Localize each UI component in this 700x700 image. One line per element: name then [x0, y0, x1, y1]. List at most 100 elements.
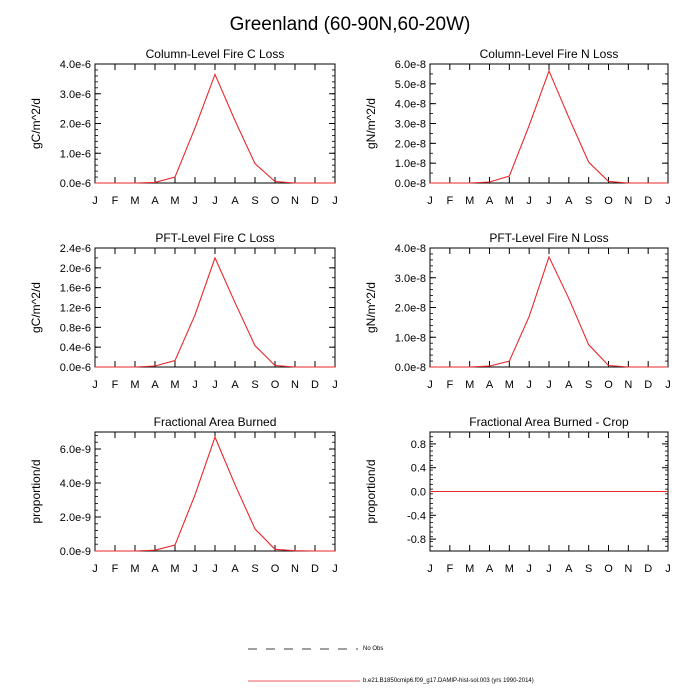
x-tick-label-3-8: S	[585, 379, 592, 391]
x-tick-label-4-1: F	[112, 563, 119, 575]
x-tick-label-3-11: D	[644, 379, 652, 391]
x-tick-label-2-11: D	[311, 379, 319, 391]
series-line-3-0	[430, 255, 668, 368]
x-tick-label-1-5: J	[526, 195, 532, 207]
x-tick-label-2-9: O	[271, 379, 280, 391]
x-tick-label-0-11: D	[311, 195, 319, 207]
x-tick-label-4-5: J	[192, 563, 198, 575]
y-tick-label-1-3: 3.0e-8	[395, 119, 426, 131]
x-tick-label-5-6: J	[546, 563, 552, 575]
y-axis-label-2: gC/m^2/d	[29, 282, 43, 333]
plot-frame-1	[429, 63, 669, 184]
y-tick-label-3-1: 1.0e-8	[395, 332, 426, 344]
x-tick-label-0-3: A	[151, 195, 159, 207]
x-tick-label-5-0: J	[427, 563, 433, 575]
x-tick-label-2-1: F	[112, 379, 119, 391]
y-tick-label-4-2: 4.0e-9	[60, 478, 91, 490]
x-tick-label-0-0: J	[92, 195, 98, 207]
x-tick-label-2-8: S	[251, 379, 258, 391]
y-tick-label-3-3: 3.0e-8	[395, 273, 426, 285]
x-tick-label-1-12: J	[665, 195, 671, 207]
x-tick-label-4-2: M	[130, 563, 139, 575]
x-tick-label-3-3: A	[486, 379, 494, 391]
x-tick-label-1-9: O	[604, 195, 613, 207]
x-tick-label-5-1: F	[446, 563, 453, 575]
x-tick-label-1-6: J	[546, 195, 552, 207]
x-tick-label-4-11: D	[311, 563, 319, 575]
x-tick-label-1-10: N	[624, 195, 632, 207]
y-tick-label-2-0: 0.0e-6	[60, 362, 91, 374]
x-tick-label-4-0: J	[92, 563, 98, 575]
x-tick-label-5-4: M	[505, 563, 514, 575]
x-tick-label-1-1: F	[446, 195, 453, 207]
y-axis-label-1: gN/m^2/d	[364, 98, 378, 149]
y-tick-label-0-0: 0.0e-6	[60, 178, 91, 190]
series-line-0-0	[95, 72, 335, 184]
y-tick-label-1-0: 0.0e-8	[395, 178, 426, 190]
x-tick-label-1-2: M	[465, 195, 474, 207]
x-tick-label-3-0: J	[427, 379, 433, 391]
x-tick-label-0-10: N	[291, 195, 299, 207]
y-tick-label-2-6: 2.4e-6	[60, 243, 91, 255]
y-tick-label-3-2: 2.0e-8	[395, 303, 426, 315]
legend-model-line	[248, 680, 360, 682]
y-tick-label-2-3: 1.2e-6	[60, 303, 91, 315]
y-tick-label-3-0: 0.0e-8	[395, 362, 426, 374]
x-tick-label-0-5: J	[192, 195, 198, 207]
x-tick-label-5-2: M	[465, 563, 474, 575]
x-tick-label-0-6: J	[212, 195, 218, 207]
x-tick-label-2-6: J	[212, 379, 218, 391]
y-tick-label-4-0: 0.0e-9	[60, 546, 91, 558]
x-tick-label-4-9: O	[271, 563, 280, 575]
y-tick-label-5-0: -0.8	[407, 534, 426, 546]
x-tick-label-5-3: A	[486, 563, 494, 575]
y-tick-label-5-4: 0.8	[411, 439, 426, 451]
x-tick-label-5-10: N	[624, 563, 632, 575]
y-axis-label-4: proportion/d	[29, 459, 43, 523]
x-tick-label-5-5: J	[526, 563, 532, 575]
panel-title-3: PFT-Level Fire N Loss	[489, 231, 608, 245]
x-tick-label-5-11: D	[644, 563, 652, 575]
series-line-1-0	[430, 69, 668, 184]
y-tick-label-2-5: 2.0e-6	[60, 263, 91, 275]
y-tick-label-2-1: 0.4e-6	[60, 342, 91, 354]
panel-title-0: Column-Level Fire C Loss	[146, 47, 285, 61]
x-tick-label-3-4: M	[505, 379, 514, 391]
y-tick-label-3-4: 4.0e-8	[395, 243, 426, 255]
x-tick-label-1-3: A	[486, 195, 494, 207]
y-tick-label-1-2: 2.0e-8	[395, 138, 426, 150]
plot-frame-2	[94, 247, 336, 368]
x-tick-label-5-7: A	[565, 563, 573, 575]
series-line-2-0	[95, 256, 335, 368]
x-tick-label-4-4: M	[170, 563, 179, 575]
x-tick-label-2-12: J	[332, 379, 338, 391]
x-tick-label-2-10: N	[291, 379, 299, 391]
x-tick-label-3-10: N	[624, 379, 632, 391]
plot-frame-0	[94, 63, 336, 184]
x-tick-label-3-2: M	[465, 379, 474, 391]
x-tick-label-3-6: J	[546, 379, 552, 391]
x-tick-label-0-8: S	[251, 195, 258, 207]
x-tick-label-4-8: S	[251, 563, 258, 575]
y-tick-label-5-1: -0.4	[407, 510, 426, 522]
panel-title-2: PFT-Level Fire C Loss	[155, 231, 274, 245]
y-tick-label-1-6: 6.0e-8	[395, 59, 426, 71]
y-tick-label-1-1: 1.0e-8	[395, 158, 426, 170]
panel-title-5: Fractional Area Burned - Crop	[469, 415, 629, 429]
x-tick-label-1-11: D	[644, 195, 652, 207]
y-axis-label-3: gN/m^2/d	[364, 282, 378, 333]
y-tick-label-1-4: 4.0e-8	[395, 99, 426, 111]
x-tick-label-5-8: S	[585, 563, 592, 575]
y-tick-label-2-2: 0.8e-6	[60, 322, 91, 334]
y-tick-label-5-3: 0.4	[411, 463, 426, 475]
x-tick-label-4-10: N	[291, 563, 299, 575]
legend-obs-label: No Obs	[363, 646, 384, 652]
x-tick-label-3-7: A	[565, 379, 573, 391]
x-tick-label-2-7: A	[231, 379, 239, 391]
x-tick-label-3-9: O	[604, 379, 613, 391]
x-tick-label-2-4: M	[170, 379, 179, 391]
x-tick-label-2-5: J	[192, 379, 198, 391]
x-tick-label-0-2: M	[130, 195, 139, 207]
x-tick-label-1-4: M	[505, 195, 514, 207]
x-tick-label-2-3: A	[151, 379, 159, 391]
